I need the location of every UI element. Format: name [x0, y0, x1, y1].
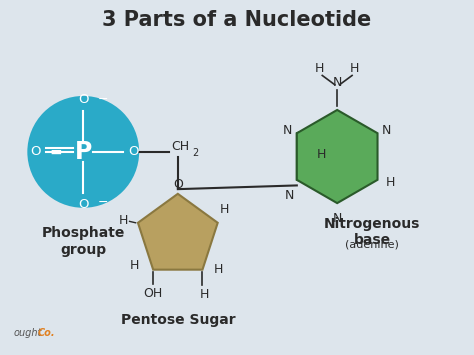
Text: H: H [118, 214, 128, 227]
Text: =: = [50, 144, 63, 159]
Text: Phosphate
group: Phosphate group [42, 226, 125, 257]
Text: 2: 2 [192, 148, 198, 158]
Text: (adenine): (adenine) [345, 240, 399, 250]
Text: Pentose Sugar: Pentose Sugar [120, 313, 235, 327]
Text: P: P [74, 140, 92, 164]
Text: ought: ought [13, 328, 42, 338]
Text: N: N [332, 76, 342, 88]
Text: H: H [214, 263, 224, 276]
Text: OH: OH [144, 287, 163, 300]
Text: O: O [128, 146, 139, 158]
Text: Nitrogenous
base: Nitrogenous base [324, 217, 420, 247]
Text: Co.: Co. [37, 328, 55, 338]
Polygon shape [297, 124, 337, 189]
Text: N: N [382, 124, 392, 137]
Text: O: O [173, 179, 183, 191]
Text: H: H [386, 176, 395, 189]
Text: CH: CH [171, 140, 189, 153]
Text: H: H [200, 288, 210, 301]
Text: N: N [283, 124, 292, 137]
Text: N: N [332, 212, 342, 224]
Text: H: H [350, 62, 360, 76]
Text: H: H [317, 148, 326, 161]
Polygon shape [297, 110, 377, 203]
Text: O: O [30, 146, 40, 158]
Text: −: − [98, 196, 109, 209]
Text: O: O [78, 197, 89, 211]
Text: H: H [220, 203, 229, 216]
Text: −: − [98, 93, 109, 106]
Circle shape [27, 96, 139, 208]
Text: H: H [315, 62, 324, 76]
Text: N: N [285, 189, 294, 202]
Text: H: H [130, 258, 139, 272]
Text: O: O [78, 93, 89, 106]
Text: 3 Parts of a Nucleotide: 3 Parts of a Nucleotide [102, 10, 372, 30]
Polygon shape [138, 194, 218, 270]
